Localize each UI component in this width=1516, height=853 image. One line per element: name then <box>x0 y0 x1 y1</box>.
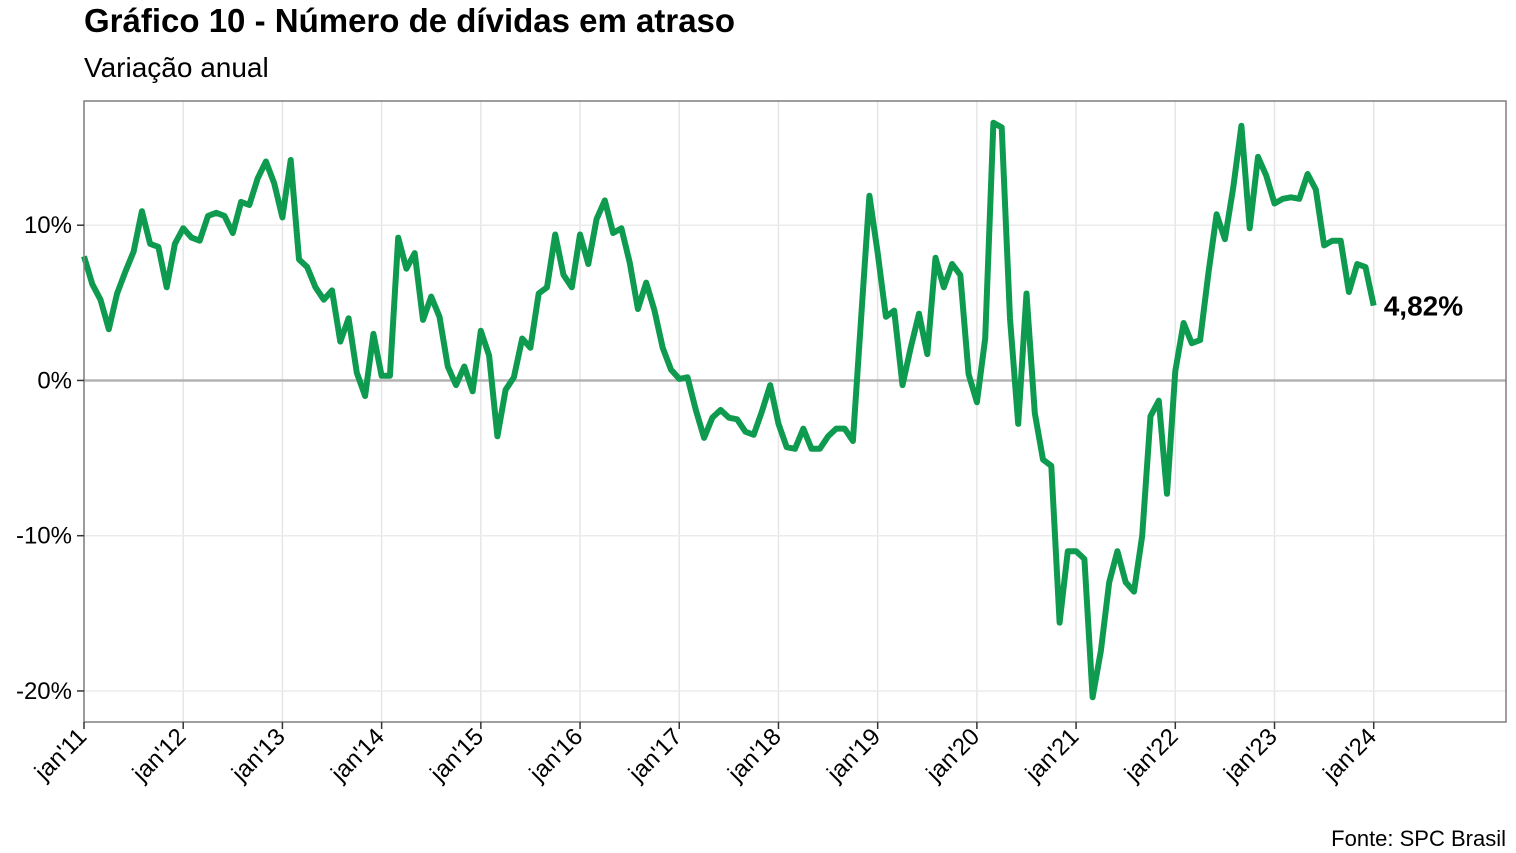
x-tick-label: jan'19 <box>821 723 886 788</box>
y-tick-label: 10% <box>24 212 72 239</box>
x-tick-label: jan'11 <box>29 723 92 786</box>
plot-frame <box>83 100 1507 723</box>
x-tick-label: jan'18 <box>722 723 787 788</box>
y-tick-label: -20% <box>16 678 72 705</box>
y-axis: -20% -10% 0% 10% <box>16 212 84 705</box>
x-tick-label: jan'20 <box>921 723 986 788</box>
x-tick-label: jan'13 <box>226 723 291 788</box>
chart-subtitle: Variação anual <box>84 52 269 83</box>
x-tick-label: jan'17 <box>623 723 688 788</box>
x-tick-label: jan'14 <box>325 723 390 788</box>
series-line <box>81 119 1377 701</box>
annotation-layer: 4,82% <box>1384 291 1463 322</box>
x-tick-label: jan'24 <box>1317 723 1382 788</box>
grid-lines <box>83 101 1506 722</box>
y-tick-label: -10% <box>16 523 72 550</box>
x-tick-label: jan'12 <box>127 723 192 788</box>
x-tick-label: jan'22 <box>1119 723 1184 788</box>
series-layer <box>81 119 1377 701</box>
last-value-label: 4,82% <box>1384 291 1463 322</box>
x-tick-label: jan'21 <box>1020 723 1085 788</box>
x-tick-label: jan'23 <box>1218 723 1283 788</box>
x-tick-label: jan'15 <box>425 723 490 788</box>
chart-title: Gráfico 10 - Número de dívidas em atraso <box>84 2 736 39</box>
x-axis: jan'11 jan'12 jan'13 jan'14 jan'15 jan'16 jan'… <box>29 722 1382 788</box>
x-tick-label: jan'16 <box>524 723 589 788</box>
chart-source: Fonte: SPC Brasil <box>1331 826 1506 851</box>
y-tick-label: 0% <box>37 367 72 394</box>
